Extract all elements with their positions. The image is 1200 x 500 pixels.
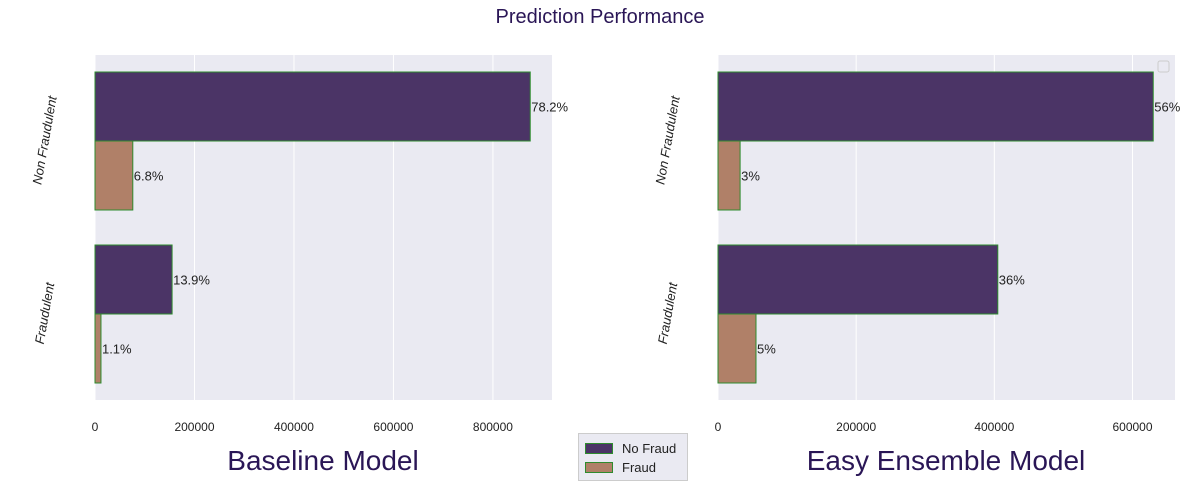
x-tick-label: 200000 xyxy=(174,420,214,434)
bar-label: 1.1% xyxy=(102,342,132,357)
legend: No Fraud Fraud xyxy=(578,433,688,481)
bar-fraud-non-fraudulent xyxy=(717,140,741,211)
figure-title: Prediction Performance xyxy=(495,6,705,28)
bar-label: 5% xyxy=(757,342,776,357)
bar-label: 36% xyxy=(999,273,1025,288)
x-tick-label: 600000 xyxy=(1112,420,1152,434)
x-tick-label: 200000 xyxy=(836,420,876,434)
panel-title: Easy Ensemble Model xyxy=(807,445,1086,476)
bar-label: 3% xyxy=(741,169,760,184)
x-tick-label: 400000 xyxy=(974,420,1014,434)
legend-label-fraud: Fraud xyxy=(622,460,656,475)
bar-no-fraud-fraudulent xyxy=(717,244,999,315)
empty-legend xyxy=(1157,60,1170,73)
bar-label: 13.9% xyxy=(173,273,210,288)
bar-fraud-non-fraudulent xyxy=(94,140,134,211)
legend-item-no-fraud: No Fraud xyxy=(585,439,681,458)
x-tick-label: 0 xyxy=(715,420,722,434)
bar-label: 56% xyxy=(1154,100,1180,115)
panel-title: Baseline Model xyxy=(227,445,418,476)
bar-label: 78.2% xyxy=(531,100,568,115)
bar-label: 6.8% xyxy=(134,169,164,184)
legend-swatch-no-fraud xyxy=(585,443,613,454)
bar-fraud-fraudulent xyxy=(94,313,102,384)
x-tick-label: 0 xyxy=(92,420,99,434)
legend-item-fraud: Fraud xyxy=(585,458,681,477)
y-tick-label: Fraudulent xyxy=(655,280,681,345)
legend-label-no-fraud: No Fraud xyxy=(622,441,677,456)
y-tick-label: Non Fraudulent xyxy=(652,93,683,185)
x-tick-label: 600000 xyxy=(373,420,413,434)
x-tick-label: 400000 xyxy=(274,420,314,434)
legend-swatch-fraud xyxy=(585,462,613,473)
bar-no-fraud-non-fraudulent xyxy=(717,71,1154,142)
bar-no-fraud-fraudulent xyxy=(94,244,173,315)
bar-no-fraud-non-fraudulent xyxy=(94,71,531,142)
x-tick-label: 800000 xyxy=(473,420,513,434)
bar-fraud-fraudulent xyxy=(717,313,757,384)
